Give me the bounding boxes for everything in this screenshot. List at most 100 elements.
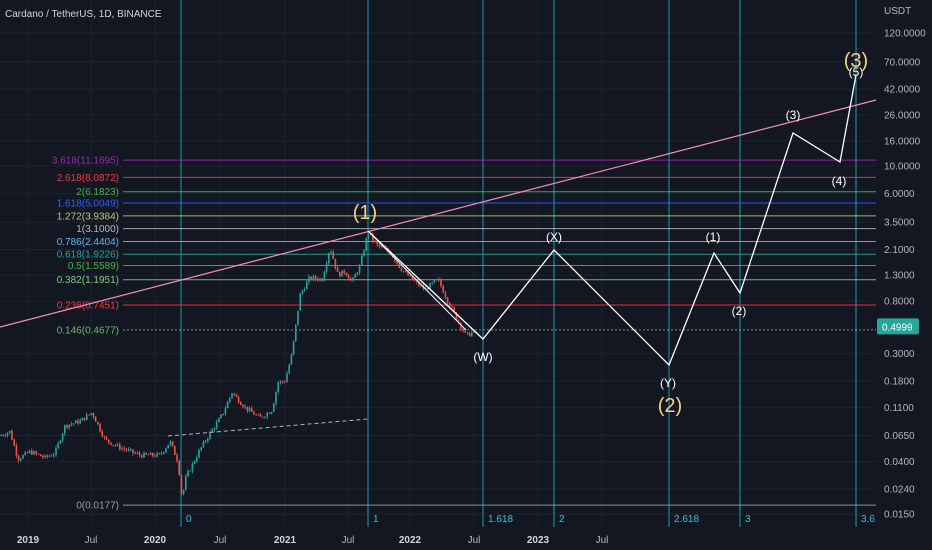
candle-body: [273, 403, 275, 412]
candle-body: [237, 396, 240, 403]
candle-body: [284, 381, 286, 383]
candle-body: [471, 332, 473, 337]
candle-body: [235, 394, 238, 397]
candle-body: [182, 489, 185, 494]
price-tick-label: 0.0400: [884, 457, 915, 468]
candle-body: [440, 279, 442, 287]
price-tick-label: 120.0000: [884, 29, 926, 40]
candle-body: [303, 289, 306, 291]
candle-body: [453, 307, 455, 313]
candle-body: [154, 455, 156, 457]
candle-body: [94, 416, 97, 422]
price-tick-label: 3.5000: [884, 218, 915, 229]
candle-body: [314, 275, 317, 279]
wave-label: (1): [353, 202, 377, 224]
candle-body: [396, 261, 398, 264]
candle-body: [42, 456, 44, 458]
time-fib-label: 2.618: [674, 514, 699, 525]
candle-body: [253, 411, 255, 415]
candle-body: [361, 256, 363, 266]
candle-body: [26, 452, 29, 454]
candle-body: [242, 405, 244, 408]
candle-body: [301, 290, 304, 294]
price-tick-label: 0.0150: [884, 510, 915, 521]
fib-level-label: 0.382(1.1951): [57, 275, 119, 286]
candle-body: [451, 306, 453, 308]
candle-body: [268, 412, 271, 414]
candle-body: [262, 416, 264, 418]
candle-body: [358, 265, 361, 273]
candle-body: [398, 263, 400, 268]
price-tick-label: 16.0000: [884, 136, 921, 147]
price-axis[interactable]: USDT 120.0000 70.0000 42.0000 26.0000 16.000…: [876, 0, 932, 550]
candle-body: [207, 438, 209, 442]
fib-level-label: 0(0.0177): [76, 501, 119, 512]
candle-body: [191, 463, 194, 471]
wave-label: (W): [473, 350, 492, 364]
candle-body: [132, 449, 134, 453]
time-tick-label: 2023: [527, 535, 550, 546]
candle-body: [9, 430, 11, 433]
candle-body: [213, 428, 216, 430]
candle-body: [270, 411, 273, 414]
candle-body: [215, 422, 218, 429]
current-price-label: 0.4999: [882, 322, 913, 333]
fib-level-label: 0.5(1.5589): [68, 261, 119, 272]
candle-body: [169, 441, 172, 445]
time-fib-lines: 0 1 1.618 2 2.618 3 3.61: [180, 0, 881, 527]
candle-body: [295, 324, 297, 341]
candle-body: [55, 447, 57, 455]
price-tick-label: 0.0650: [884, 431, 915, 442]
candle-body: [449, 302, 451, 307]
candle-body: [209, 431, 211, 439]
candle-body: [103, 436, 106, 438]
fib-level-label: 0.786(2.4404): [57, 237, 119, 248]
candle-body: [165, 448, 167, 453]
candle-body: [174, 446, 176, 455]
candle-body: [363, 250, 365, 257]
fib-level-label: 2.618(8.0872): [57, 173, 119, 184]
time-fib-label: 2: [559, 514, 565, 525]
candle-body: [39, 454, 42, 457]
candle-body: [460, 322, 462, 329]
fib-level-label: 0.618(1.9226): [57, 250, 119, 261]
candle-body: [446, 297, 449, 303]
time-tick-label: Jul: [342, 535, 355, 546]
candle-body: [275, 392, 277, 404]
candle-body: [83, 417, 86, 420]
candle-body: [343, 270, 345, 274]
candle-body: [413, 279, 416, 281]
candle-body: [99, 424, 101, 432]
candle-body: [297, 310, 299, 325]
candle-body: [251, 408, 253, 412]
price-tick-label: 0.1100: [884, 403, 914, 414]
candle-body: [202, 441, 205, 448]
candle-body: [33, 451, 35, 455]
candle-body: [226, 401, 229, 409]
time-tick-label: 2019: [17, 535, 40, 546]
candle-body: [339, 272, 341, 277]
candlesticks: [0, 231, 475, 496]
candle-body: [211, 429, 213, 432]
candle-body: [57, 443, 59, 448]
candle-body: [319, 278, 321, 281]
candle-body: [108, 439, 110, 443]
candle-body: [193, 461, 196, 464]
candle-body: [374, 240, 376, 242]
candle-body: [292, 340, 295, 355]
candle-body: [24, 452, 26, 456]
time-axis[interactable]: 2019 Jul 2020 Jul 2021 Jul 2022 Jul 2023 Jul: [0, 527, 932, 550]
fib-level-label: 0.236(0.7451): [57, 300, 119, 311]
candle-body: [17, 455, 20, 461]
candle-body: [35, 451, 37, 454]
candle-body: [367, 234, 370, 239]
candle-body: [323, 271, 326, 281]
wave-label: (5): [849, 65, 864, 79]
candle-body: [13, 439, 15, 446]
candle-body: [224, 408, 227, 414]
candle-body: [279, 381, 282, 383]
candle-body: [286, 373, 288, 383]
rising-trendline: [0, 99, 877, 328]
candle-body: [70, 424, 73, 425]
